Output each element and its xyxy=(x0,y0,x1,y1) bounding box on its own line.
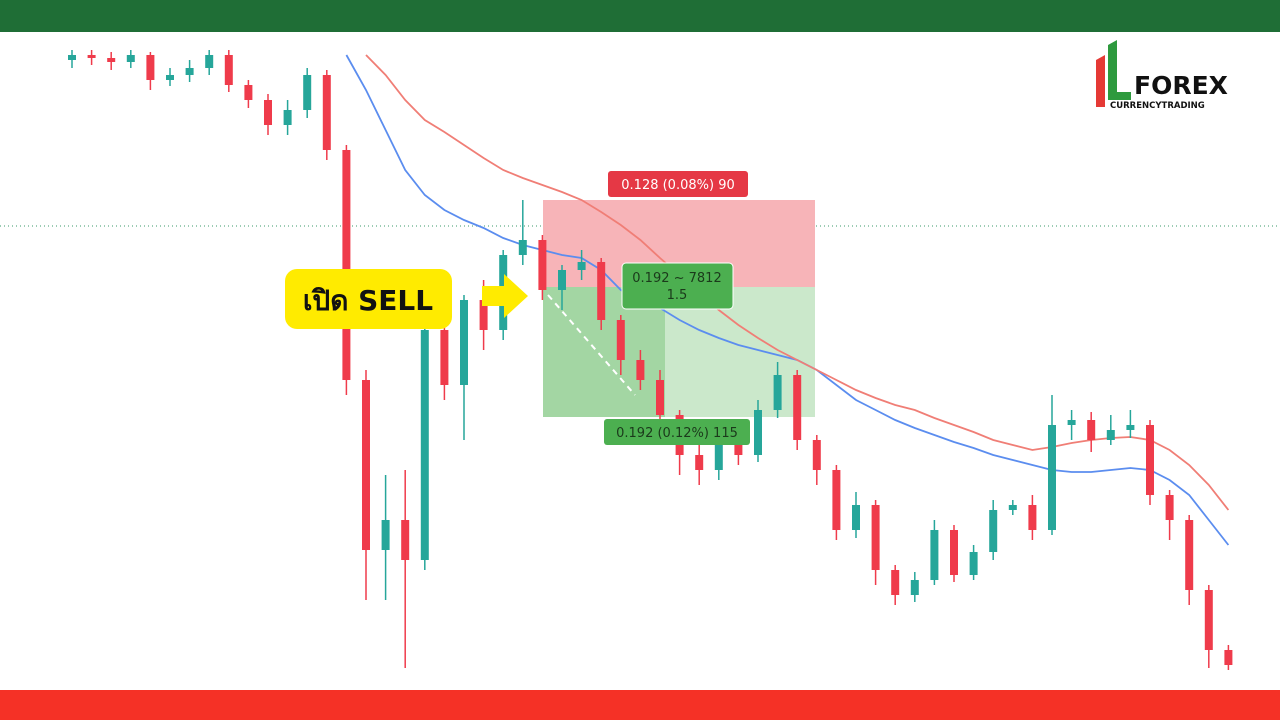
center-box xyxy=(621,262,734,310)
candle-body xyxy=(68,55,76,60)
candle-body xyxy=(126,55,135,62)
logo-name: FOREX xyxy=(1134,71,1228,100)
candle-body xyxy=(930,530,939,580)
candle-body xyxy=(989,510,998,552)
candle-body xyxy=(401,520,410,560)
candle-body xyxy=(969,552,978,575)
logo-bar-red xyxy=(1096,55,1105,107)
candle-body xyxy=(558,270,566,290)
labels: 0.128 (0.08%) 90 0.192 ~ 7812 1.5 0.192 … xyxy=(285,171,750,445)
candle-body xyxy=(460,300,468,385)
candle-body xyxy=(1165,495,1174,520)
candle-body xyxy=(1185,520,1194,590)
candle-body xyxy=(734,440,743,455)
candle-body xyxy=(1146,425,1154,495)
target-box xyxy=(604,419,750,445)
callout-text: เปิด SELL xyxy=(303,284,433,317)
candle-body xyxy=(950,530,958,575)
candle-body xyxy=(224,55,233,85)
ratio-label: 1.5 xyxy=(667,288,688,303)
center-label: 0.192 ~ 7812 xyxy=(632,271,721,286)
candle-body xyxy=(538,240,547,290)
stop-box xyxy=(608,171,748,197)
candle-body xyxy=(891,570,900,595)
candle-body xyxy=(1126,425,1135,430)
candle-body xyxy=(832,470,841,530)
candle-body xyxy=(577,262,586,270)
moving-average xyxy=(345,54,1230,546)
candle-body xyxy=(283,110,292,125)
candle-body xyxy=(695,455,704,470)
candle-body xyxy=(714,440,723,470)
logo-tagline: CURRENCYTRADING xyxy=(1110,101,1205,111)
moving-average xyxy=(365,54,1230,511)
callout-box xyxy=(285,269,452,329)
candle-body xyxy=(381,520,390,550)
candle-body xyxy=(910,580,919,595)
candle-body xyxy=(440,330,449,385)
bottom-bar xyxy=(0,690,1280,720)
logo-bar-green xyxy=(1108,40,1131,100)
candle-body xyxy=(264,100,272,125)
logo: FOREX CURRENCYTRADING xyxy=(1096,40,1228,111)
candle-body xyxy=(852,505,860,530)
candle-body xyxy=(1224,650,1233,665)
candle-body xyxy=(636,360,645,380)
target-label: 0.192 (0.12%) 115 xyxy=(616,426,738,441)
candle-body xyxy=(146,55,155,80)
candle-body xyxy=(87,55,96,58)
candle-body xyxy=(1048,425,1056,530)
candle-body xyxy=(244,85,253,100)
stop-label: 0.128 (0.08%) 90 xyxy=(621,178,734,193)
candle-body xyxy=(1028,505,1037,530)
candle-body xyxy=(479,300,488,330)
arrow xyxy=(482,274,528,318)
candle-body xyxy=(362,380,370,550)
candle-body xyxy=(871,505,880,570)
candle-body xyxy=(1106,430,1115,440)
candle-body xyxy=(793,375,802,440)
candle-body xyxy=(107,58,116,62)
candle-body xyxy=(616,320,625,360)
candle-body xyxy=(166,75,174,80)
candle-body xyxy=(597,262,606,320)
candle-body xyxy=(185,68,194,75)
candle-body xyxy=(518,240,527,255)
candle-body xyxy=(303,75,312,110)
candle-body xyxy=(656,380,664,415)
candle-body xyxy=(1008,505,1017,510)
candle-body xyxy=(322,75,331,150)
candle-body xyxy=(812,440,821,470)
trade-path xyxy=(547,294,636,396)
top-bar xyxy=(0,0,1280,32)
candle-body xyxy=(342,150,351,380)
candle-body xyxy=(1067,420,1076,425)
candle-body xyxy=(205,55,214,68)
candle-body xyxy=(754,410,762,455)
candle-body xyxy=(773,375,782,410)
candle-body xyxy=(420,330,429,560)
candle-body xyxy=(1087,420,1096,440)
candle-body xyxy=(1204,590,1213,650)
